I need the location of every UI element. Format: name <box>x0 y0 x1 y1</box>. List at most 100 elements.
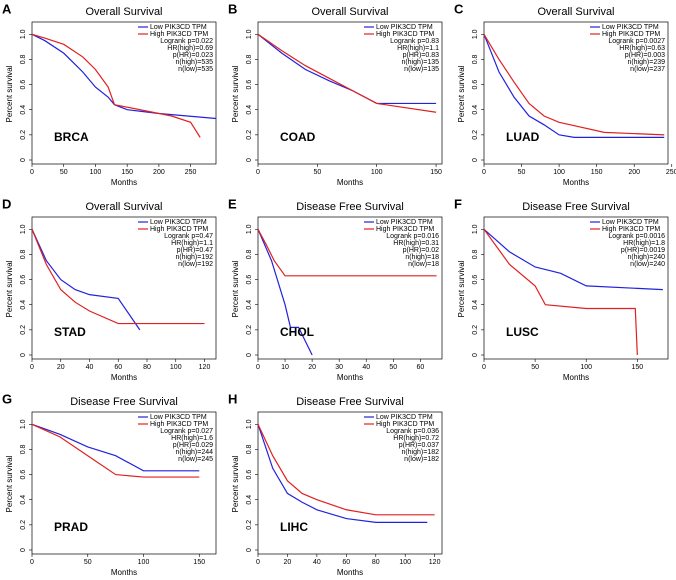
panel-letter: D <box>2 196 11 211</box>
y-tick-label: 0.8 <box>246 54 253 64</box>
x-tick-label: 0 <box>30 559 34 566</box>
x-tick-label: 40 <box>313 559 321 566</box>
stat-text: HR(high)=0.63 <box>619 45 665 52</box>
stat-text: n(low)=535 <box>178 66 213 73</box>
y-tick-label: 0 <box>246 548 253 552</box>
y-axis-label: Percent survival <box>5 65 14 122</box>
y-tick-label: 1.0 <box>246 29 253 39</box>
y-tick-label: 0.4 <box>472 105 479 115</box>
stat-text: n(low)=240 <box>630 261 665 268</box>
x-tick-label: 60 <box>342 559 350 566</box>
tissue-label: LUSC <box>506 325 539 339</box>
survival-curve <box>483 228 638 356</box>
panel-letter: A <box>2 1 12 16</box>
x-tick-label: 0 <box>482 169 486 176</box>
stat-text: p(HR)=0.003 <box>625 52 665 59</box>
y-tick-label: 0.6 <box>472 275 479 285</box>
y-tick-label: 0 <box>472 158 479 162</box>
y-tick-label: 1.0 <box>472 224 479 234</box>
chart-title: Overall Survival <box>85 201 162 213</box>
legend-label: High PIK3CD TPM <box>602 226 660 233</box>
x-tick-label: 50 <box>60 169 68 176</box>
x-tick-label: 0 <box>256 559 260 566</box>
x-tick-label: 0 <box>482 364 486 371</box>
y-tick-label: 0.2 <box>246 520 253 530</box>
x-tick-label: 100 <box>399 559 411 566</box>
y-tick-label: 0.8 <box>20 249 27 259</box>
x-tick-label: 100 <box>170 364 182 371</box>
y-tick-label: 0.2 <box>20 520 27 530</box>
x-tick-label: 150 <box>121 169 133 176</box>
y-axis-label: Percent survival <box>5 455 14 512</box>
survival-curve <box>31 33 201 138</box>
legend-label: Low PIK3CD TPM <box>602 24 659 31</box>
stat-text: Logrank p=0.016 <box>386 233 439 240</box>
y-tick-label: 0 <box>472 353 479 357</box>
x-tick-label: 0 <box>30 169 34 176</box>
stat-text: n(low)=135 <box>404 66 439 73</box>
chart-title: Disease Free Survival <box>296 201 404 213</box>
y-tick-label: 1.0 <box>20 224 27 234</box>
legend-label: High PIK3CD TPM <box>150 226 208 233</box>
x-tick-label: 100 <box>580 364 592 371</box>
stat-text: n(high)=240 <box>627 254 665 261</box>
stat-text: n(low)=245 <box>178 456 213 463</box>
stat-text: p(HR)=0.029 <box>173 442 213 449</box>
y-axis-label: Percent survival <box>231 65 240 122</box>
x-tick-label: 50 <box>518 169 526 176</box>
legend-label: High PIK3CD TPM <box>376 421 434 428</box>
stat-text: Logrank p=0.47 <box>164 233 213 240</box>
x-tick-label: 0 <box>256 364 260 371</box>
x-axis-label: Months <box>337 568 363 577</box>
y-tick-label: 1.0 <box>246 419 253 429</box>
x-tick-label: 150 <box>591 169 603 176</box>
y-tick-label: 0.6 <box>472 80 479 90</box>
stat-text: p(HR)=0.023 <box>173 52 213 59</box>
x-tick-label: 0 <box>30 364 34 371</box>
y-tick-label: 0.8 <box>246 444 253 454</box>
panel: H Disease Free Survival 0 0.2 0.4 0.6 0.8 1.0 0 2… <box>228 391 443 577</box>
x-axis-label: Months <box>111 178 137 187</box>
stat-text: n(high)=135 <box>401 59 439 66</box>
legend-label: Low PIK3CD TPM <box>150 219 207 226</box>
x-tick-label: 20 <box>308 364 316 371</box>
plot-frame <box>31 411 217 555</box>
x-axis-label: Months <box>111 568 137 577</box>
x-tick-label: 50 <box>313 169 321 176</box>
y-tick-label: 0 <box>20 353 27 357</box>
y-tick-label: 0.4 <box>246 495 253 505</box>
y-tick-label: 0.2 <box>472 130 479 140</box>
stat-text: n(high)=535 <box>175 59 213 66</box>
tissue-label: COAD <box>280 130 316 144</box>
y-tick-label: 0.4 <box>20 495 27 505</box>
plot-frame <box>31 21 217 165</box>
y-tick-label: 0 <box>246 158 253 162</box>
panel: F Disease Free Survival 0 0.2 0.4 0.6 0.8 1.0 0 5… <box>454 196 669 382</box>
stat-text: Logrank p=0.0027 <box>608 38 665 45</box>
y-tick-label: 0.6 <box>246 470 253 480</box>
y-tick-label: 1.0 <box>246 224 253 234</box>
survival-curve <box>31 229 141 331</box>
legend-label: Low PIK3CD TPM <box>150 414 207 421</box>
x-tick-label: 60 <box>114 364 122 371</box>
survival-curve <box>483 34 665 138</box>
x-tick-label: 150 <box>430 169 442 176</box>
y-axis-label: Percent survival <box>457 65 466 122</box>
y-tick-label: 0.8 <box>20 54 27 64</box>
x-tick-label: 200 <box>628 169 640 176</box>
tissue-label: LIHC <box>280 520 308 534</box>
legend-label: High PIK3CD TPM <box>376 226 434 233</box>
stat-text: n(high)=182 <box>401 449 439 456</box>
panel-letter: G <box>2 391 12 406</box>
y-tick-label: 0.6 <box>20 275 27 285</box>
legend-label: Low PIK3CD TPM <box>150 24 207 31</box>
panel: G Disease Free Survival 0 0.2 0.4 0.6 0.8 1.0 0 5… <box>2 391 217 577</box>
stat-text: HR(high)=1.1 <box>397 45 439 52</box>
x-tick-label: 120 <box>429 559 441 566</box>
y-tick-label: 0.2 <box>20 325 27 335</box>
y-tick-label: 0.2 <box>20 130 27 140</box>
y-tick-label: 1.0 <box>472 29 479 39</box>
x-tick-label: 40 <box>362 364 370 371</box>
stat-text: HR(high)=0.72 <box>393 435 439 442</box>
stat-text: Logrank p=0.036 <box>386 428 439 435</box>
